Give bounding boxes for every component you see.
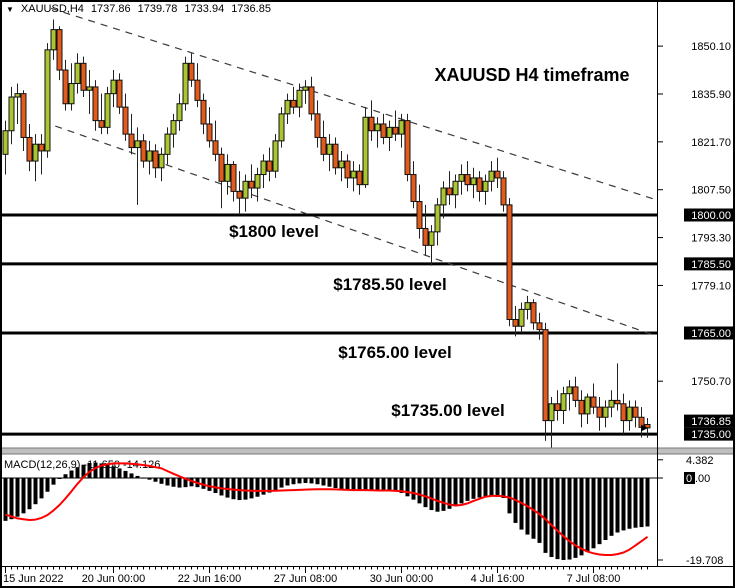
price-level-badge [684,326,734,340]
price-tick-label: 1750.70 [691,376,731,388]
annotation-level-text[interactable]: $1735.00 level [391,401,504,420]
time-tick-label: 20 Jun 00:00 [82,573,146,585]
quote-high: 1739.78 [137,3,178,15]
pane-splitter[interactable] [2,448,733,454]
quote-open: 1737.86 [90,3,131,15]
macd-axis[interactable]: 4.382 0.00 -19.708 [657,455,723,567]
last-price-arrow-icon [641,424,648,432]
price-tick-label: 1807.50 [691,185,731,197]
time-tick-label: 22 Jun 16:00 [178,573,242,585]
current-price-badge [684,414,734,428]
price-level-badge [684,427,734,441]
time-tick-label: 30 Jun 00:00 [370,573,434,585]
time-axis[interactable]: 15 Jun 2022 20 Jun 00:00 22 Jun 16:00 27 Ju… [3,567,648,585]
current-price-badge-label: 1736.85 [691,416,731,428]
price-level-badge [684,208,734,222]
chart-header: ▼ XAUUSD,H4 1737.86 1739.78 1733.94 1736… [6,3,271,15]
quote-close: 1736.85 [231,3,271,15]
price-level-badge-label: 1785.50 [691,259,731,271]
time-tick-label: 4 Jul 16:00 [471,573,525,585]
macd-pane[interactable]: MACD(12,26,9) -11.650 -14.126 [2,459,657,560]
annotation-level-text[interactable]: $1800 level [229,222,319,241]
annotation-level-text[interactable]: $1765.00 level [338,343,451,362]
price-tick-label: 1821.70 [691,137,731,149]
annotations: XAUUSD H4 timeframe $1800 level $1785.50 l… [229,65,629,420]
price-tick-label: 1793.30 [691,233,731,245]
macd-histogram [3,462,650,560]
quote-low: 1733.94 [184,3,225,15]
price-tick-label: 1779.10 [691,280,731,292]
macd-tick-label: .00 [695,473,710,485]
price-level-badge [684,257,734,271]
time-tick-label: 15 Jun 2022 [3,573,64,585]
annotation-title[interactable]: XAUUSD H4 timeframe [434,65,629,85]
symbol-timeframe-label: XAUUSD,H4 [20,3,84,15]
annotation-level-text[interactable]: $1785.50 level [333,275,446,294]
candles [2,19,651,448]
price-level-badge-label: 1765.00 [691,328,731,340]
macd-zero-badge-label: 0 [686,473,692,485]
time-tick-label: 7 Jul 08:00 [567,573,621,585]
price-level-badge-label: 1735.00 [691,429,731,441]
price-axis[interactable]: 1850.10 1835.90 1821.70 1807.50 1793.30 1779.… [657,41,734,441]
time-tick-label: 27 Jun 08:00 [274,573,338,585]
price-level-badge-label: 1800.00 [691,210,731,222]
macd-tick-label: -19.708 [686,555,723,567]
macd-tick-label: 4.382 [686,455,714,467]
collapse-ohlc-icon[interactable]: ▼ [6,4,14,14]
macd-zero-badge [684,472,695,484]
price-tick-label: 1850.10 [691,41,731,53]
trendline-channel-upper[interactable] [50,7,657,201]
macd-signal-line [5,462,649,556]
price-tick-label: 1835.90 [691,89,731,101]
